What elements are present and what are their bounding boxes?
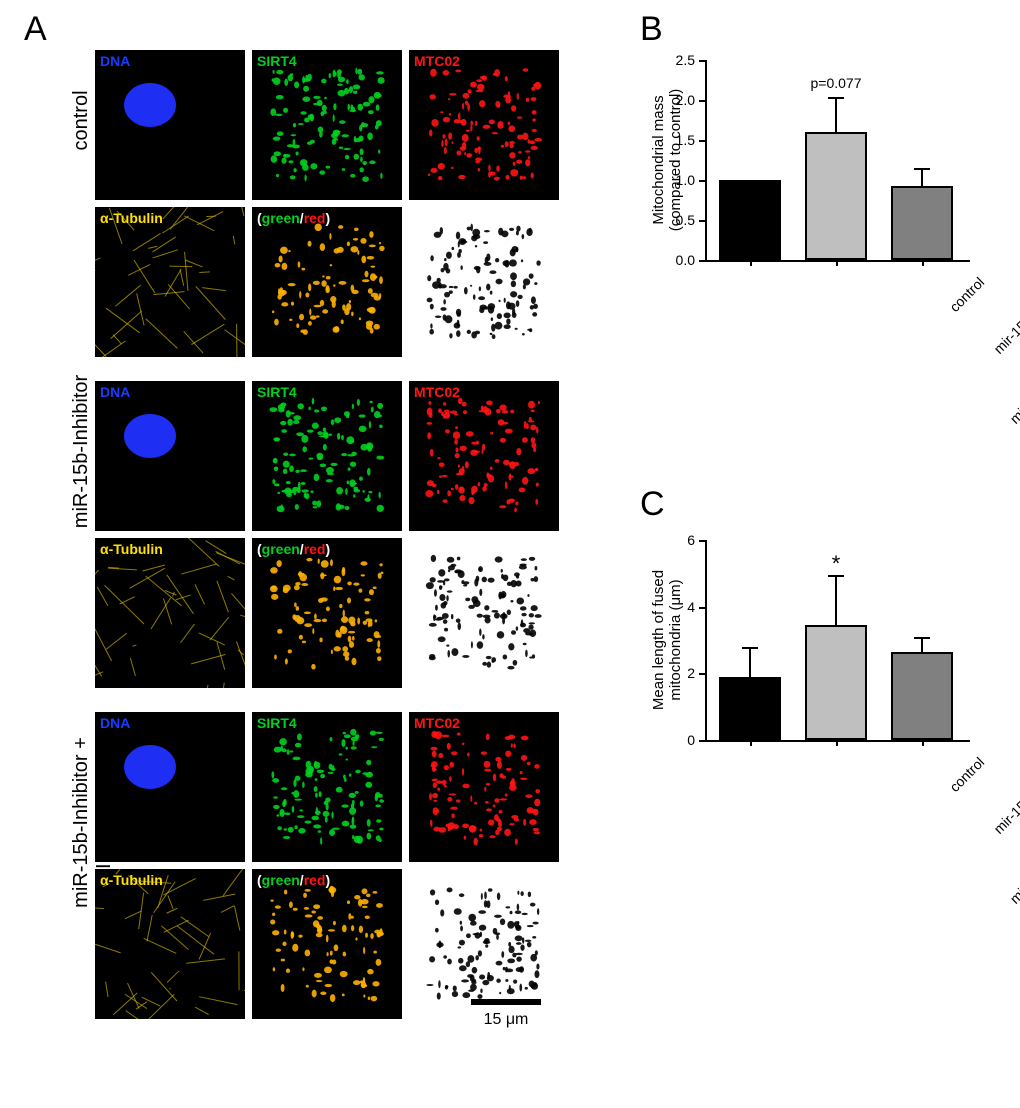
channel-label: α-Tubulin	[100, 872, 163, 888]
x-tick	[922, 260, 924, 266]
y-tick	[699, 260, 705, 262]
bar	[891, 652, 953, 740]
bar	[719, 180, 781, 260]
x-tick	[750, 260, 752, 266]
micro-cell: DNA	[95, 712, 245, 862]
y-tick	[699, 673, 705, 675]
channel-label: SIRT4	[257, 715, 297, 731]
channel-label: (green/red)	[257, 541, 330, 557]
x-tick	[836, 260, 838, 266]
row-label: miR-15b-Inhibitor	[70, 298, 93, 605]
micro-cell: (green/red)	[252, 538, 402, 688]
y-tick	[699, 540, 705, 542]
y-tick	[699, 740, 705, 742]
channel-label: α-Tubulin	[100, 541, 163, 557]
micro-cell: α-Tubulin	[95, 538, 245, 688]
micro-cell: DNA	[95, 50, 245, 200]
channel-label: MTC02	[414, 53, 460, 69]
error-cap	[914, 637, 930, 639]
y-axis-label: Mitochondrial mass(compared to control)	[650, 60, 684, 260]
y-tick	[699, 140, 705, 142]
bar	[891, 186, 953, 260]
y-axis-label: Mean length of fusedmitochondria (μm)	[650, 540, 684, 740]
x-tick	[750, 740, 752, 746]
channel-label: DNA	[100, 384, 130, 400]
p-value-label: p=0.077	[795, 75, 877, 91]
micro-cell: SIRT4	[252, 381, 402, 531]
scale-bar	[471, 999, 541, 1005]
error-bar	[835, 97, 837, 132]
channel-label: (green/red)	[257, 872, 330, 888]
micro-cell: (green/red)	[252, 869, 402, 1019]
channel-label: MTC02	[414, 384, 460, 400]
y-tick	[699, 607, 705, 609]
micro-cell: (green/red)	[252, 207, 402, 357]
bar	[805, 625, 867, 740]
channel-label: MTC02	[414, 715, 460, 731]
error-cap	[828, 97, 844, 99]
micro-cell: SIRT4	[252, 50, 402, 200]
bar	[719, 677, 781, 740]
micro-cell	[409, 869, 559, 1019]
panel-letter-c: C	[640, 485, 665, 524]
y-axis	[705, 540, 707, 740]
error-cap	[742, 647, 758, 649]
x-tick	[836, 740, 838, 746]
y-tick	[699, 180, 705, 182]
x-category-label: control	[820, 754, 987, 921]
error-cap	[914, 168, 930, 170]
x-tick	[922, 740, 924, 746]
micro-cell: α-Tubulin	[95, 207, 245, 357]
error-bar	[835, 575, 837, 625]
channel-label: α-Tubulin	[100, 210, 163, 226]
micro-cell: SIRT4	[252, 712, 402, 862]
p-value-label: *	[795, 551, 877, 577]
channel-label: DNA	[100, 53, 130, 69]
error-bar	[921, 168, 923, 186]
micro-cell: MTC02	[409, 712, 559, 862]
y-axis	[705, 60, 707, 260]
channel-label: DNA	[100, 715, 130, 731]
channel-label: SIRT4	[257, 384, 297, 400]
error-bar	[921, 637, 923, 652]
panel-letter-b: B	[640, 10, 663, 49]
x-category-label: control	[820, 274, 987, 441]
scale-bar-label: 15 μm	[471, 1011, 541, 1029]
row-label: control	[70, 0, 93, 274]
micro-cell	[409, 538, 559, 688]
micro-cell: MTC02	[409, 50, 559, 200]
micro-cell: α-Tubulin	[95, 869, 245, 1019]
micro-cell: DNA	[95, 381, 245, 531]
micro-cell: MTC02	[409, 381, 559, 531]
y-tick	[699, 60, 705, 62]
channel-label: SIRT4	[257, 53, 297, 69]
channel-label: (green/red)	[257, 210, 330, 226]
error-bar	[749, 647, 751, 677]
micro-cell	[409, 207, 559, 357]
panel-letter-a: A	[24, 10, 47, 49]
bar	[805, 132, 867, 260]
y-tick	[699, 220, 705, 222]
y-tick	[699, 100, 705, 102]
